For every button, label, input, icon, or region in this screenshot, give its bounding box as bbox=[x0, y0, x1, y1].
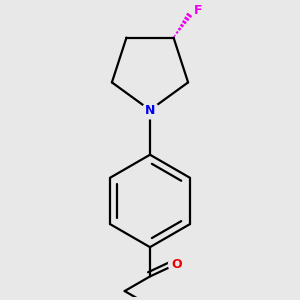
Text: O: O bbox=[171, 258, 182, 271]
Text: N: N bbox=[145, 103, 155, 117]
Text: F: F bbox=[194, 4, 202, 17]
